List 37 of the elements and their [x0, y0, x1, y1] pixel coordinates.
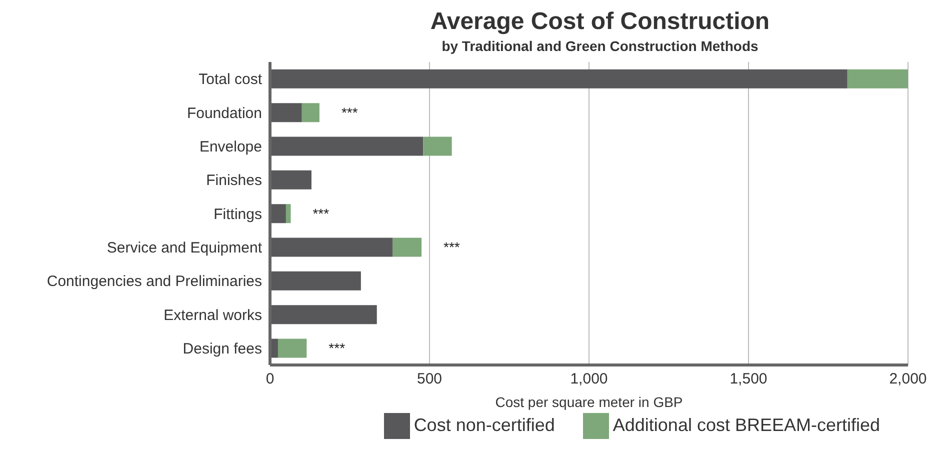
y-tick-label: Design fees	[182, 340, 262, 358]
y-tick-label: Total cost	[198, 71, 263, 88]
annotation: ***	[341, 104, 358, 120]
y-tick-label: Envelope	[199, 138, 262, 156]
x-axis-title: Cost per square meter in GBP	[495, 394, 683, 410]
y-tick-label: Fittings	[214, 206, 262, 223]
y-tick-label: Service and Equipment	[106, 239, 263, 256]
bar	[270, 69, 848, 88]
bar	[270, 136, 424, 156]
x-tick-label: 500	[416, 370, 442, 388]
x-tick-label: 1,500	[730, 370, 768, 388]
bar	[286, 204, 291, 224]
bar	[423, 136, 452, 156]
bar	[302, 103, 320, 122]
x-tick-label: 0	[266, 370, 274, 388]
bar	[270, 170, 312, 190]
bar	[270, 305, 377, 324]
annotation: ***	[312, 205, 330, 222]
legend-label: Additional cost BREEAM-certified	[612, 414, 880, 435]
bar	[270, 271, 361, 290]
y-tick-label: Contingencies and Preliminaries	[46, 273, 262, 290]
bar	[847, 69, 908, 88]
annotation: ***	[444, 239, 460, 256]
bar	[270, 238, 393, 257]
legend-label: Cost non-certified	[414, 414, 555, 435]
bar	[392, 238, 422, 257]
chart-subtitle: by Traditional and Green Construction Methods	[440, 38, 760, 54]
bar	[278, 338, 307, 358]
y-tick-label: External works	[164, 306, 262, 324]
x-tick-label: 1,000	[570, 370, 608, 388]
y-tick-label: Finishes	[206, 172, 262, 190]
x-tick-label: 2,000	[889, 370, 927, 388]
bar	[270, 103, 302, 122]
annotation: ***	[328, 340, 346, 356]
chart-title: Average Cost of Construction	[429, 8, 771, 36]
y-tick-label: Foundation	[186, 104, 262, 122]
bar	[270, 204, 286, 224]
